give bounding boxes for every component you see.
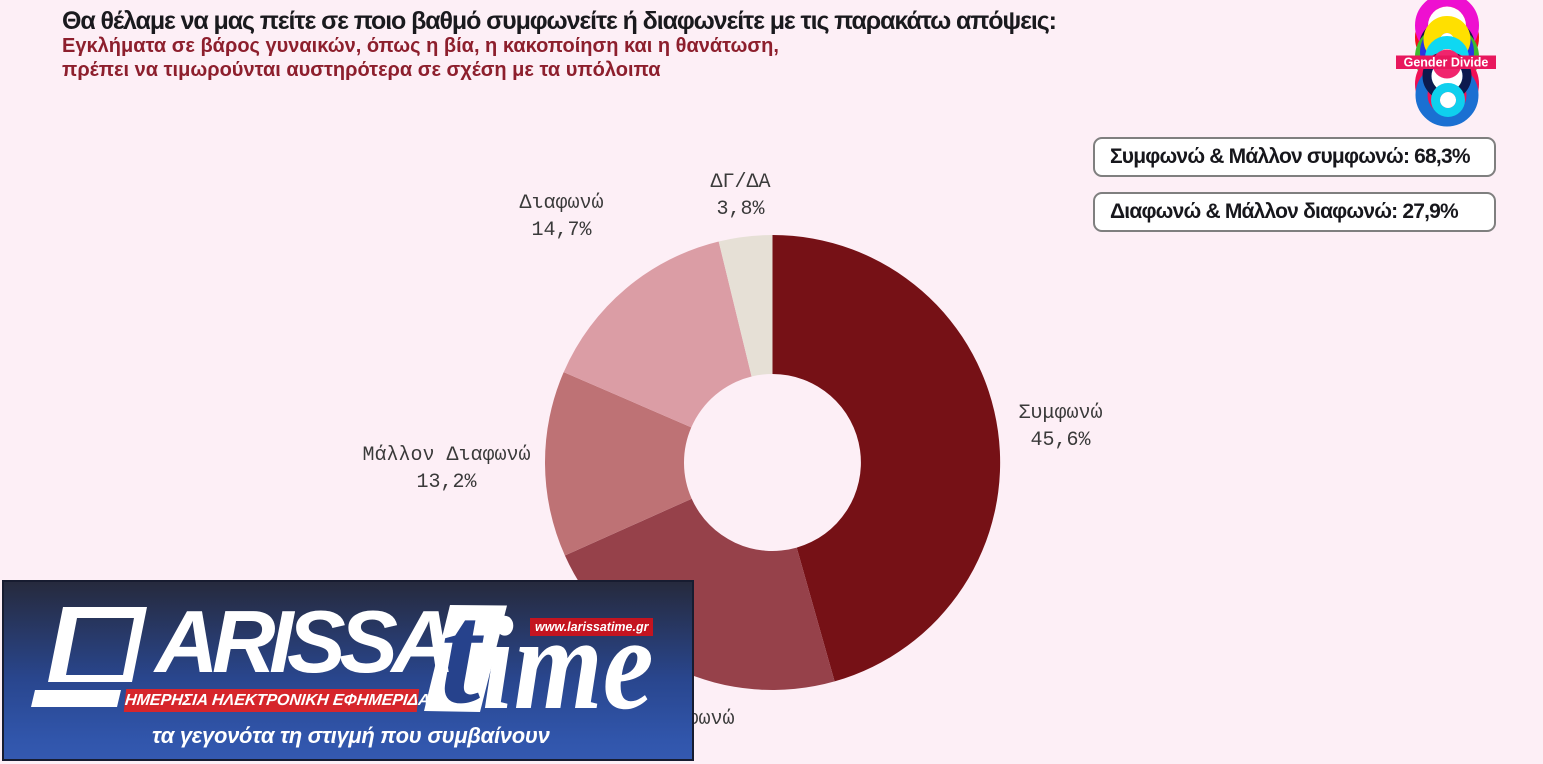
svg-text:Gender Divide: Gender Divide	[1404, 56, 1489, 70]
svg-text:t: t	[440, 582, 484, 734]
